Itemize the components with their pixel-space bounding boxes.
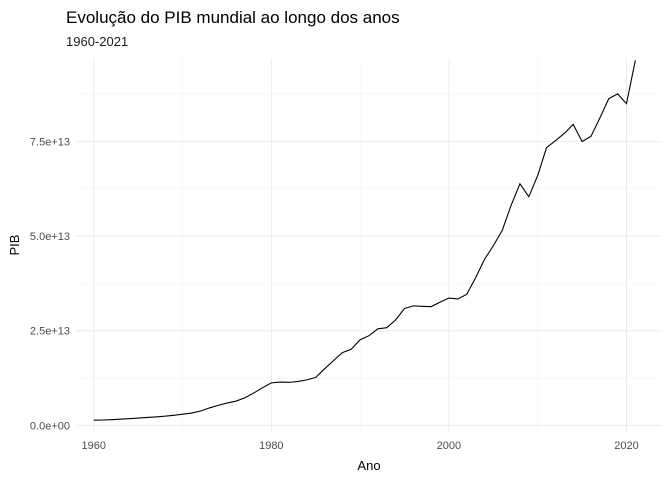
x-axis-title: Ano: [357, 458, 380, 473]
y-tick-label: 7.5e+13: [30, 136, 70, 148]
y-tick-label: 5.0e+13: [30, 231, 70, 243]
y-axis-title: PIB: [7, 235, 22, 256]
x-tick-label: 1960: [82, 440, 106, 452]
minor-gridlines: [76, 58, 662, 433]
x-tick-label: 1980: [259, 440, 283, 452]
y-tick-label: 2.5e+13: [30, 326, 70, 338]
series-layer: [93, 60, 636, 421]
chart-title: Evolução do PIB mundial ao longo dos ano…: [66, 8, 400, 27]
series-line: [93, 60, 636, 421]
y-axis-ticks: 0.0e+00 2.5e+13 5.0e+13 7.5e+13: [30, 136, 70, 432]
y-tick-label: 0.0e+00: [30, 420, 70, 432]
x-tick-label: 2000: [437, 440, 461, 452]
major-gridlines: [76, 58, 662, 433]
x-axis-ticks: 1960 1980 2000 2020: [82, 440, 639, 452]
x-tick-label: 2020: [614, 440, 638, 452]
chart-subtitle: 1960-2021: [66, 34, 128, 49]
